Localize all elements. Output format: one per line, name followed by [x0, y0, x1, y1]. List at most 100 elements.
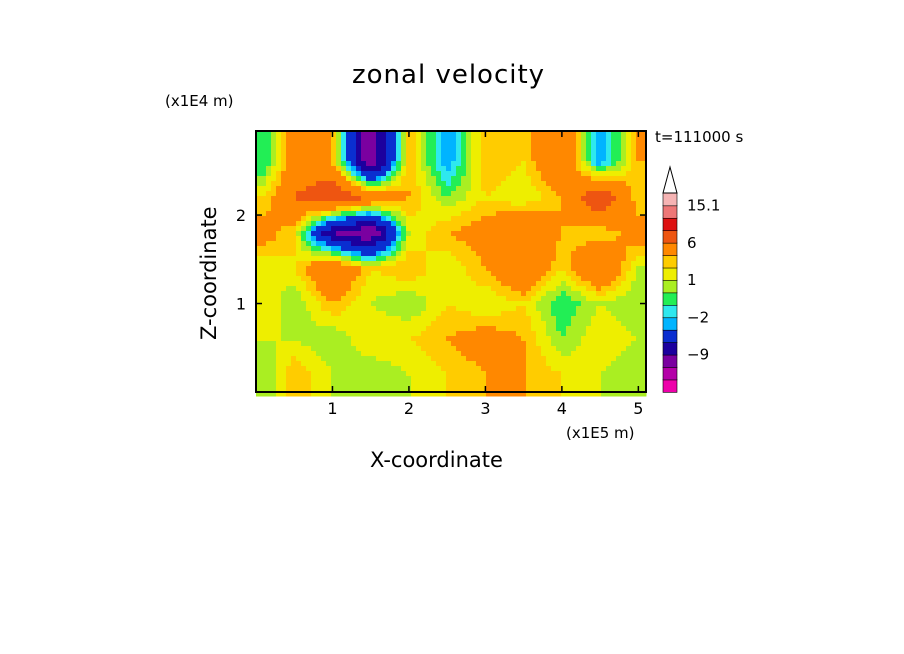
field-cell — [446, 176, 452, 182]
field-cell — [506, 276, 512, 282]
field-cell — [466, 376, 472, 382]
field-cell — [516, 291, 522, 297]
field-cell — [466, 361, 472, 367]
field-cell — [336, 261, 342, 267]
field-cell — [531, 171, 537, 177]
field-cell — [441, 161, 447, 167]
field-cell — [521, 211, 527, 217]
field-cell — [391, 346, 397, 352]
field-cell — [541, 386, 547, 392]
field-cell — [461, 371, 467, 377]
field-cell — [456, 331, 462, 337]
field-cell — [516, 391, 522, 397]
field-cell — [446, 356, 452, 362]
field-cell — [331, 136, 337, 142]
field-cell — [616, 161, 622, 167]
field-cell — [461, 351, 467, 357]
field-cell — [576, 301, 582, 307]
field-cell — [356, 266, 362, 272]
field-cell — [571, 281, 577, 287]
field-cell — [286, 361, 292, 367]
field-cell — [436, 231, 442, 237]
field-cell — [626, 261, 632, 267]
field-cell — [561, 286, 567, 292]
field-cell — [436, 351, 442, 357]
field-cell — [546, 211, 552, 217]
field-cell — [536, 271, 542, 277]
field-cell — [256, 266, 262, 272]
field-cell — [566, 246, 572, 252]
field-cell — [496, 131, 502, 137]
field-cell — [436, 321, 442, 327]
field-cell — [431, 286, 437, 292]
field-cell — [516, 331, 522, 337]
field-cell — [331, 336, 337, 342]
field-cell — [561, 141, 567, 147]
field-cell — [361, 246, 367, 252]
field-cell — [546, 256, 552, 262]
field-cell — [271, 271, 277, 277]
field-cell — [356, 281, 362, 287]
field-cell — [291, 131, 297, 137]
field-cell — [391, 201, 397, 207]
field-cell — [571, 181, 577, 187]
field-cell — [411, 386, 417, 392]
field-cell — [606, 221, 612, 227]
field-cell — [351, 276, 357, 282]
field-cell — [536, 196, 542, 202]
field-cell — [291, 316, 297, 322]
field-cell — [416, 381, 422, 387]
colorbar-label: 15.1 — [687, 196, 720, 214]
field-cell — [386, 206, 392, 212]
field-cell — [501, 296, 507, 302]
field-cell — [466, 241, 472, 247]
field-cell — [441, 236, 447, 242]
field-cell — [436, 386, 442, 392]
field-cell — [466, 156, 472, 162]
field-cell — [411, 256, 417, 262]
field-cell — [456, 316, 462, 322]
field-cell — [591, 326, 597, 332]
field-cell — [586, 366, 592, 372]
field-cell — [431, 151, 437, 157]
field-cell — [321, 231, 327, 237]
field-cell — [386, 266, 392, 272]
field-cell — [436, 316, 442, 322]
field-cell — [331, 326, 337, 332]
field-cell — [616, 316, 622, 322]
field-cell — [366, 281, 372, 287]
field-cell — [331, 251, 337, 257]
field-cell — [541, 136, 547, 142]
field-cell — [481, 211, 487, 217]
field-cell — [606, 351, 612, 357]
field-cell — [521, 361, 527, 367]
colorbar-label: −2 — [687, 308, 709, 326]
field-cell — [491, 281, 497, 287]
field-cell — [376, 371, 382, 377]
field-cell — [451, 321, 457, 327]
field-cell — [256, 331, 262, 337]
field-cell — [571, 391, 577, 397]
field-cell — [451, 351, 457, 357]
field-cell — [261, 236, 267, 242]
field-cell — [421, 266, 427, 272]
field-cell — [361, 141, 367, 147]
field-cell — [531, 216, 537, 222]
field-cell — [341, 141, 347, 147]
field-cell — [546, 241, 552, 247]
field-cell — [256, 171, 262, 177]
field-cell — [576, 376, 582, 382]
field-cell — [291, 226, 297, 232]
field-cell — [566, 336, 572, 342]
field-cell — [506, 211, 512, 217]
field-cell — [386, 316, 392, 322]
field-cell — [421, 166, 427, 172]
field-cell — [456, 256, 462, 262]
field-cell — [546, 221, 552, 227]
field-cell — [551, 261, 557, 267]
field-cell — [431, 251, 437, 257]
field-cell — [371, 296, 377, 302]
field-cell — [401, 166, 407, 172]
field-cell — [631, 281, 637, 287]
field-cell — [421, 281, 427, 287]
